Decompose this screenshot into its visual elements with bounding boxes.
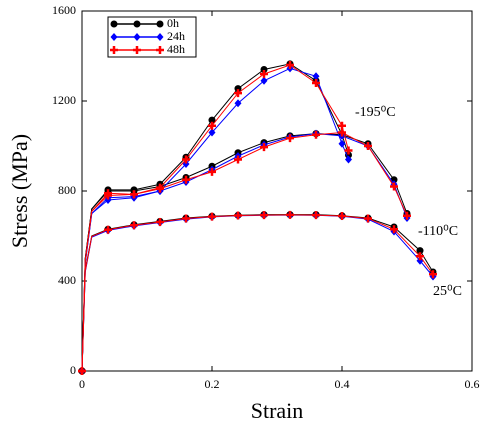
- annotation: 25⁰C: [433, 284, 462, 299]
- point: [416, 247, 424, 255]
- point: [234, 211, 242, 220]
- point: [286, 61, 294, 69]
- legend-label: 0h: [167, 16, 179, 30]
- point: [208, 116, 216, 124]
- curve: [81, 214, 434, 372]
- y-tick-label: 1200: [52, 93, 76, 107]
- legend-marker: [133, 20, 141, 28]
- point: [338, 211, 346, 220]
- legend-marker: [110, 46, 118, 54]
- point: [390, 225, 398, 234]
- legend-marker: [110, 20, 118, 28]
- curve: [81, 133, 408, 372]
- point: [182, 155, 190, 164]
- point: [234, 99, 242, 108]
- point: [345, 155, 352, 164]
- point: [234, 89, 242, 98]
- point: [338, 128, 346, 137]
- point: [182, 214, 190, 223]
- legend-marker: [156, 20, 164, 28]
- legend-marker: [133, 46, 141, 54]
- point: [234, 85, 242, 93]
- plot-frame: [81, 10, 473, 372]
- curve: [81, 214, 434, 372]
- point: [429, 270, 437, 279]
- point: [345, 151, 352, 159]
- point: [260, 76, 268, 85]
- point: [78, 367, 86, 375]
- annotation: -195⁰C: [355, 105, 396, 120]
- point: [403, 211, 411, 220]
- point: [104, 225, 112, 234]
- point: [234, 155, 242, 164]
- point: [104, 196, 112, 204]
- point: [338, 139, 346, 148]
- x-axis-title: Strain: [251, 398, 304, 423]
- point: [260, 70, 268, 78]
- point: [208, 167, 216, 176]
- curve: [81, 214, 434, 372]
- point: [416, 252, 424, 261]
- legend-label: 48h: [167, 42, 185, 56]
- x-tick-label: 0.2: [205, 377, 220, 391]
- point: [156, 218, 164, 227]
- y-axis-title: Stress (MPa): [7, 134, 32, 248]
- point: [208, 212, 216, 221]
- point: [156, 184, 164, 193]
- curve: [81, 131, 408, 372]
- point: [286, 134, 294, 143]
- legend-marker: [156, 33, 164, 41]
- legend-marker: [133, 33, 141, 41]
- point: [260, 143, 268, 152]
- point: [130, 190, 138, 199]
- x-tick-label: 0.6: [465, 377, 480, 391]
- point: [312, 211, 320, 220]
- point: [390, 182, 398, 191]
- annotation: -110⁰C: [418, 224, 458, 239]
- point: [208, 121, 216, 130]
- point: [312, 79, 320, 87]
- y-tick-label: 0: [70, 363, 76, 377]
- point: [260, 66, 268, 73]
- point: [208, 128, 216, 137]
- point: [312, 130, 320, 139]
- y-tick-label: 400: [58, 273, 76, 287]
- point: [312, 72, 320, 81]
- point: [338, 121, 346, 130]
- curve: [81, 64, 349, 372]
- legend-marker: [110, 33, 118, 41]
- curve: [81, 67, 349, 372]
- point: [364, 214, 372, 223]
- curve: [81, 133, 408, 372]
- y-tick-label: 800: [58, 183, 76, 197]
- y-tick-label: 1600: [52, 3, 76, 17]
- x-tick-label: 0.4: [335, 377, 350, 391]
- legend-label: 24h: [167, 29, 185, 43]
- point: [104, 191, 112, 200]
- point: [364, 142, 372, 150]
- x-tick-label: 0: [79, 377, 85, 391]
- point: [130, 221, 138, 230]
- point: [286, 210, 294, 219]
- point: [182, 175, 190, 184]
- legend-marker: [156, 46, 164, 54]
- point: [344, 146, 353, 155]
- point: [260, 211, 268, 220]
